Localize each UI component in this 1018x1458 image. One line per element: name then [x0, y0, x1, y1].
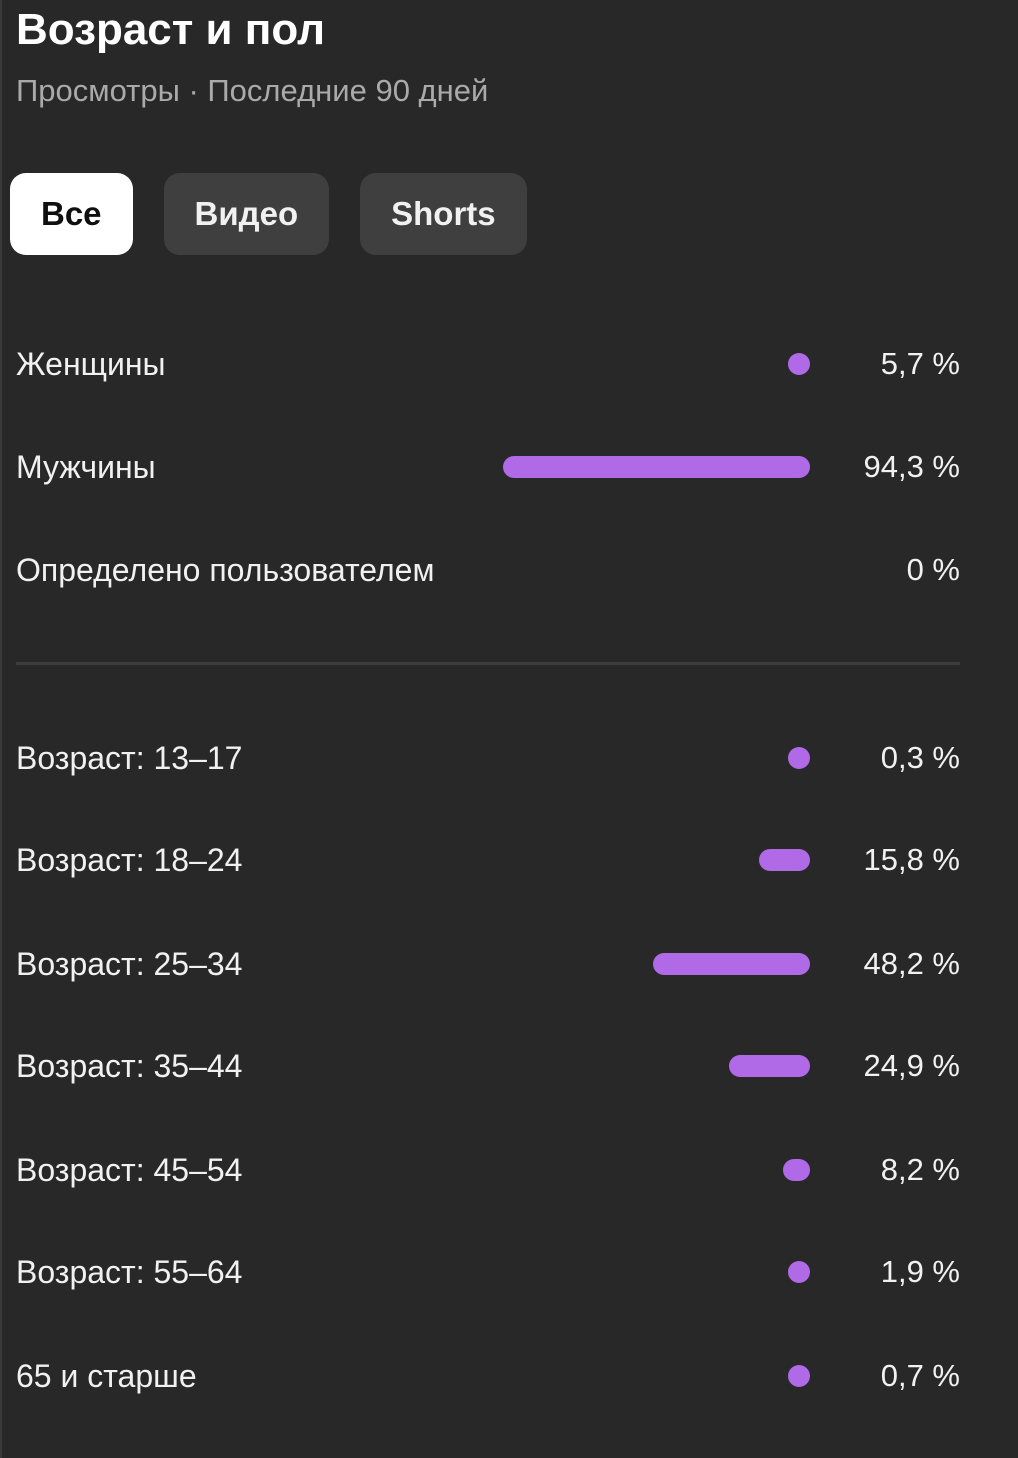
row-value: 5,7 %	[880, 346, 960, 381]
bar-track	[484, 747, 810, 769]
row-value: 1,9 %	[880, 1254, 960, 1289]
filter-chips: Все Видео Shorts	[10, 173, 527, 255]
bar	[758, 849, 810, 871]
age-row-55-64: Возраст: 55–64 1,9 %	[16, 1242, 960, 1302]
bar	[788, 747, 810, 769]
row-label: Возраст: 45–54	[16, 1152, 243, 1188]
row-label: Возраст: 25–34	[16, 946, 243, 982]
row-value: 94,3 %	[863, 449, 960, 484]
bar	[788, 1261, 810, 1283]
row-label: Возраст: 35–44	[16, 1048, 243, 1084]
row-label: Мужчины	[16, 449, 156, 485]
row-label: Женщины	[16, 346, 166, 382]
bar-track	[484, 1055, 810, 1077]
tab-all[interactable]: Все	[10, 173, 133, 255]
row-label: Возраст: 55–64	[16, 1254, 243, 1290]
gender-row-user-specified: Определено пользователем 0 %	[16, 540, 960, 600]
bar-track	[484, 456, 810, 478]
bar-track	[484, 849, 810, 871]
row-label: Определено пользователем	[16, 552, 435, 588]
age-row-45-54: Возраст: 45–54 8,2 %	[16, 1140, 960, 1200]
row-value: 0 %	[906, 552, 960, 587]
gender-row-male: Мужчины 94,3 %	[16, 437, 960, 497]
bar-track	[484, 1159, 810, 1181]
bar	[728, 1055, 810, 1077]
section-divider	[16, 662, 960, 665]
age-row-25-34: Возраст: 25–34 48,2 %	[16, 934, 960, 994]
row-value: 24,9 %	[863, 1048, 960, 1083]
row-value: 0,3 %	[880, 740, 960, 775]
bar	[502, 456, 810, 478]
bar-track	[484, 953, 810, 975]
age-row-65-plus: 65 и старше 0,7 %	[16, 1346, 960, 1406]
row-label: Возраст: 13–17	[16, 740, 243, 776]
bar	[788, 1365, 810, 1387]
row-label: 65 и старше	[16, 1358, 197, 1394]
bar-track	[484, 353, 810, 375]
row-value: 48,2 %	[863, 946, 960, 981]
row-value: 8,2 %	[880, 1152, 960, 1187]
age-row-18-24: Возраст: 18–24 15,8 %	[16, 830, 960, 890]
row-label: Возраст: 18–24	[16, 842, 243, 878]
row-value: 0,7 %	[880, 1358, 960, 1393]
age-row-13-17: Возраст: 13–17 0,3 %	[16, 728, 960, 788]
bar-track	[484, 1261, 810, 1283]
row-value: 15,8 %	[863, 842, 960, 877]
gender-row-female: Женщины 5,7 %	[16, 334, 960, 394]
bar	[788, 353, 810, 375]
page-subtitle: Просмотры · Последние 90 дней	[16, 73, 489, 108]
bar	[783, 1159, 810, 1181]
bar	[652, 953, 810, 975]
bar-track	[484, 1365, 810, 1387]
tab-shorts[interactable]: Shorts	[360, 173, 527, 255]
tab-video[interactable]: Видео	[163, 173, 330, 255]
age-row-35-44: Возраст: 35–44 24,9 %	[16, 1036, 960, 1096]
bar-track	[484, 559, 810, 581]
page-title: Возраст и пол	[16, 5, 326, 54]
